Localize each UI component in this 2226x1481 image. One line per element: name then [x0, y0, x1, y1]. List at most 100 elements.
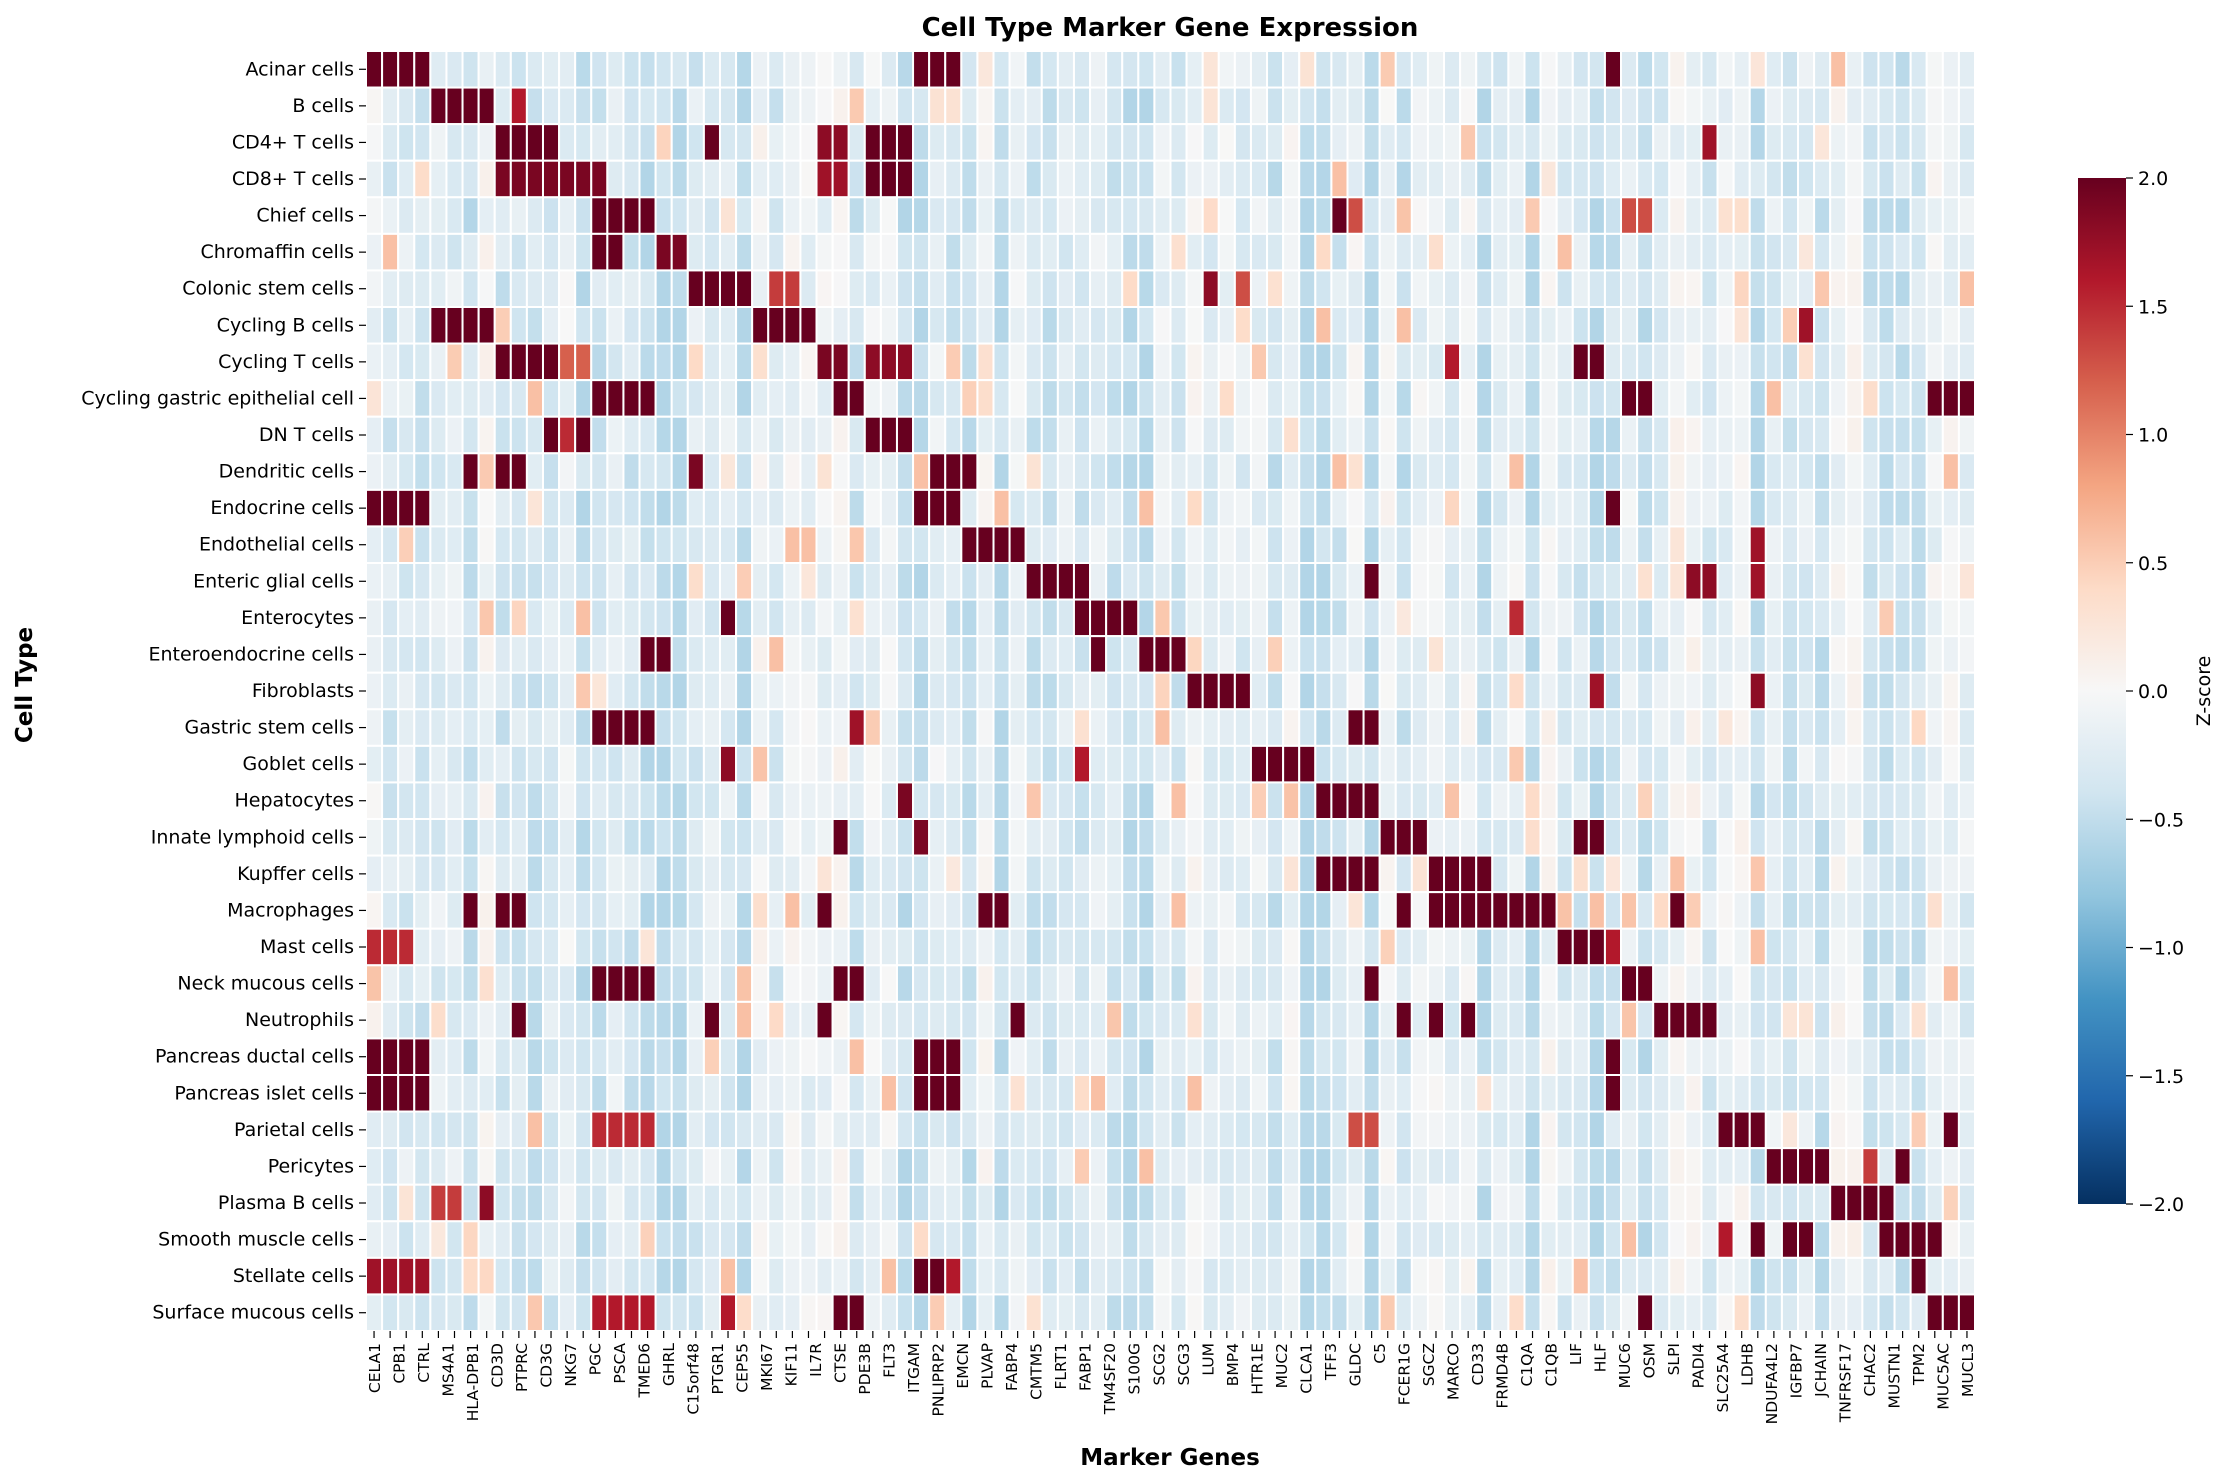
heatmap-cell — [477, 415, 496, 455]
heatmap-cell — [1716, 744, 1735, 784]
heatmap-cell — [1330, 1183, 1349, 1223]
heatmap-cell — [1716, 598, 1735, 638]
heatmap-cell — [1780, 86, 1800, 126]
heatmap-cell — [461, 1256, 480, 1296]
heatmap-cell — [1491, 379, 1510, 418]
heatmap-cell — [928, 1256, 947, 1296]
heatmap-cell — [928, 415, 947, 455]
heatmap-cell — [767, 781, 786, 820]
x-tick-label: ITGAM — [905, 1343, 923, 1393]
heatmap-cell — [1056, 1147, 1075, 1186]
heatmap-cell — [1410, 342, 1429, 382]
heatmap-cell — [815, 415, 834, 455]
y-tick-label: Cycling gastric epithelial cell — [81, 387, 354, 409]
heatmap-cell — [1249, 927, 1269, 967]
heatmap-cell — [1169, 379, 1188, 418]
heatmap-cell — [1426, 86, 1446, 126]
heatmap-cell — [477, 379, 496, 418]
heatmap-cell — [735, 1147, 754, 1186]
heatmap-cell — [397, 488, 416, 528]
heatmap-cell — [1217, 598, 1236, 638]
colorbar: 2.01.51.00.50.0−0.5−1.0−1.5−2.0 Z-score — [2078, 168, 2215, 1216]
heatmap-cell — [1459, 781, 1478, 820]
heatmap-cell — [992, 452, 1011, 491]
heatmap-cell — [1491, 86, 1510, 126]
heatmap-cell — [541, 452, 561, 491]
heatmap-cell — [1491, 123, 1510, 162]
heatmap-cell — [1620, 1074, 1639, 1113]
heatmap-cell — [606, 159, 625, 199]
heatmap-cell — [1378, 708, 1397, 747]
heatmap-cell — [1555, 781, 1574, 820]
heatmap-cell — [574, 196, 593, 235]
heatmap-cell — [992, 1147, 1011, 1186]
heatmap-cell — [493, 50, 512, 89]
heatmap-cell — [1394, 1256, 1413, 1296]
heatmap-cell — [783, 744, 802, 784]
heatmap-cell — [1764, 1074, 1783, 1113]
heatmap-cell — [1555, 525, 1574, 564]
x-tick-label: EMCN — [954, 1343, 972, 1389]
heatmap-cell — [1121, 781, 1140, 820]
heatmap-cell — [783, 635, 802, 674]
heatmap-cell — [1845, 1256, 1864, 1296]
heatmap-cell — [1394, 927, 1413, 967]
heatmap-cell — [1491, 196, 1510, 235]
heatmap-cell — [1153, 232, 1172, 272]
y-tick-label: Endothelial cells — [199, 534, 354, 556]
heatmap-cell — [1620, 50, 1639, 89]
heatmap-cell — [960, 1147, 979, 1186]
heatmap-cell — [1185, 927, 1204, 967]
heatmap-cell — [976, 708, 995, 747]
heatmap-cell — [1330, 598, 1349, 638]
heatmap-cell — [1233, 488, 1252, 528]
x-tick-label: PNLIPRP2 — [930, 1343, 948, 1416]
heatmap-cell — [735, 379, 754, 418]
heatmap-cell — [1266, 379, 1285, 418]
heatmap-cell — [1684, 1183, 1703, 1223]
heatmap-cell — [1587, 196, 1606, 235]
heatmap-cell — [1394, 891, 1413, 930]
heatmap-cell — [686, 598, 705, 638]
heatmap-cell — [1169, 232, 1188, 272]
heatmap-cell — [1587, 306, 1606, 345]
heatmap-cell — [1893, 1074, 1912, 1113]
heatmap-cell — [944, 708, 963, 747]
heatmap-cell — [1346, 1293, 1365, 1333]
heatmap-cell — [461, 123, 480, 162]
heatmap-cell — [1507, 1220, 1526, 1259]
heatmap-cell — [686, 708, 705, 747]
heatmap-cell — [525, 708, 544, 747]
heatmap-cell — [1845, 964, 1864, 1003]
heatmap-cell — [1925, 306, 1944, 345]
heatmap-cell — [847, 86, 866, 126]
heatmap-cell — [1587, 1293, 1606, 1333]
heatmap-cell — [1072, 744, 1092, 784]
heatmap-cell — [847, 1183, 866, 1223]
heatmap-cell — [1443, 1183, 1462, 1223]
heatmap-cell — [670, 50, 689, 89]
heatmap-cell — [1153, 854, 1172, 894]
heatmap-cell — [944, 123, 963, 162]
heatmap-cell — [879, 598, 898, 638]
heatmap-cell — [735, 854, 754, 894]
heatmap-cell — [1764, 269, 1783, 308]
heatmap-cell — [606, 1147, 625, 1186]
heatmap-cell — [1394, 232, 1413, 272]
heatmap-cell — [1459, 818, 1478, 857]
heatmap-cell — [1346, 379, 1365, 418]
heatmap-cell — [1233, 1110, 1252, 1150]
heatmap-cell — [1716, 86, 1735, 126]
heatmap-cell — [718, 1293, 738, 1333]
heatmap-cell — [381, 379, 400, 418]
heatmap-cell — [509, 379, 528, 418]
heatmap-cell — [686, 86, 705, 126]
heatmap-cell — [1105, 708, 1124, 747]
heatmap-cell — [1957, 891, 1977, 930]
heatmap-cell — [1282, 1074, 1301, 1113]
heatmap-cell — [1909, 525, 1928, 564]
heatmap-cell — [718, 379, 738, 418]
heatmap-cell — [928, 891, 947, 930]
heatmap-cell — [1072, 854, 1092, 894]
heatmap-cell — [1169, 306, 1188, 345]
